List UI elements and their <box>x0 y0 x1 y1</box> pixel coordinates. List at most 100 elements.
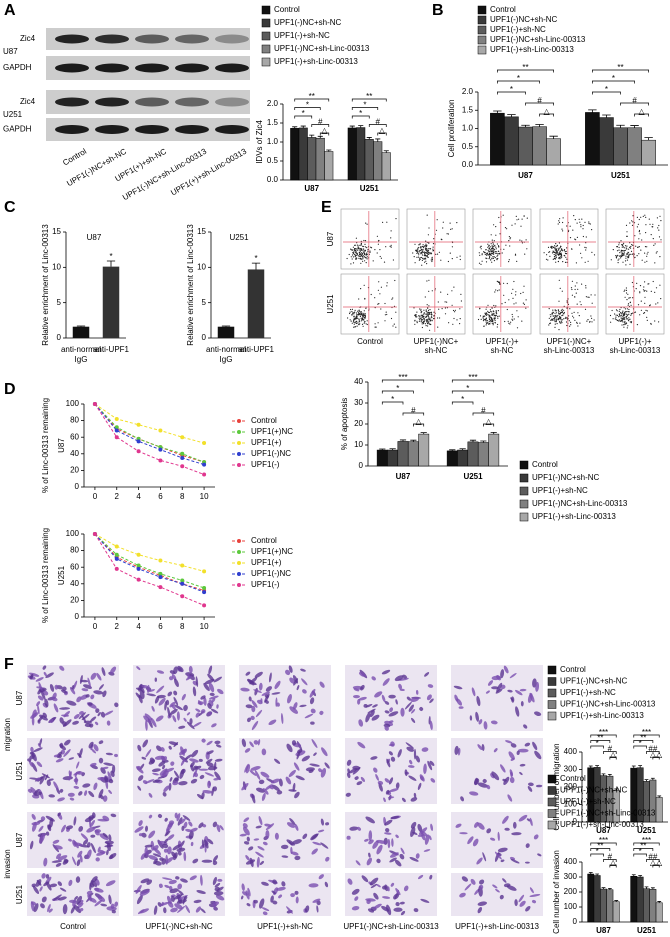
flow-dot <box>387 282 388 283</box>
flow-dot <box>628 309 629 310</box>
flow-dot <box>638 253 639 254</box>
significance-label: *** <box>468 373 477 382</box>
bar <box>478 442 488 466</box>
flow-dot <box>426 263 427 264</box>
legend-label: UPF1(-)NC+sh-NC <box>560 677 628 686</box>
flow-dot <box>493 254 494 255</box>
legend-marker <box>237 572 241 576</box>
flow-dot <box>614 313 615 314</box>
flow-dot <box>489 321 490 322</box>
flow-dot <box>517 327 518 328</box>
legend-label: Control <box>560 774 586 783</box>
significance-label: △ <box>639 107 646 116</box>
point <box>180 464 184 468</box>
x-tick-label: 4 <box>136 622 141 631</box>
flow-dot <box>509 245 510 246</box>
flow-dot <box>489 251 490 252</box>
flow-dot <box>572 281 573 282</box>
flow-dot <box>644 281 645 282</box>
flow-dot <box>486 323 487 324</box>
error-bar <box>375 139 380 142</box>
flow-dot <box>362 258 363 259</box>
flow-dot <box>583 225 584 226</box>
flow-dot <box>414 244 415 245</box>
flow-dot <box>419 260 420 261</box>
flow-dot <box>619 309 620 310</box>
flow-dot <box>428 312 429 313</box>
flow-dot <box>577 304 578 305</box>
flow-dot <box>495 322 496 323</box>
error-bar <box>107 261 115 267</box>
flow-dot <box>575 219 576 220</box>
flow-dot <box>561 257 562 258</box>
flow-dot <box>426 255 427 256</box>
flow-dot <box>638 247 639 248</box>
point <box>180 564 184 568</box>
cell <box>202 860 213 863</box>
flow-dot <box>550 316 551 317</box>
flow-dot <box>556 246 557 247</box>
bar <box>533 127 547 165</box>
bar <box>547 139 561 165</box>
flow-dot <box>365 313 366 314</box>
flow-dot <box>554 245 555 246</box>
flow-dot <box>428 318 429 319</box>
y-tick-label: 0 <box>57 333 62 342</box>
significance-label: # <box>537 96 542 105</box>
y-tick-label: 15 <box>52 227 61 236</box>
flow-dot <box>448 233 449 234</box>
flow-dot <box>347 258 348 259</box>
flow-dot <box>644 297 645 298</box>
point <box>137 423 141 427</box>
flow-dot <box>495 257 496 258</box>
y-tick-label: 20 <box>70 596 79 605</box>
flow-dot <box>385 314 386 315</box>
significance-label: △ <box>485 417 492 426</box>
flow-dot <box>486 261 487 262</box>
flow-dot <box>634 257 635 258</box>
flow-dot <box>658 225 659 226</box>
significance-label: * <box>359 109 362 118</box>
flow-dot <box>570 237 571 238</box>
flow-dot <box>427 325 428 326</box>
flow-dot <box>566 247 567 248</box>
flow-dot <box>571 289 572 290</box>
flow-dot <box>362 261 363 262</box>
flow-dot <box>422 246 423 247</box>
bar <box>419 434 429 466</box>
category-label: U251 <box>637 926 657 935</box>
flow-dot <box>492 246 493 247</box>
flow-dot <box>416 253 417 254</box>
flow-dot <box>546 259 547 260</box>
y-tick-label: 0 <box>75 482 80 491</box>
point <box>137 439 141 443</box>
point <box>180 594 184 598</box>
flow-dot <box>620 257 621 258</box>
flow-dot <box>433 247 434 248</box>
point <box>93 532 97 536</box>
flow-dot <box>424 320 425 321</box>
blot-band <box>95 64 129 73</box>
flow-dot <box>424 262 425 263</box>
flow-dot <box>561 250 562 251</box>
legend-label: UPF1(-)NC+sh-Linc-00313 <box>490 35 586 44</box>
flow-dot <box>515 223 516 224</box>
flow-dot <box>498 246 499 247</box>
y-tick-label: 100 <box>66 399 80 408</box>
flow-dot <box>644 303 645 304</box>
cell-line-label: U87 <box>57 438 66 453</box>
line <box>95 534 204 571</box>
assay-label: migration <box>3 718 12 751</box>
flow-dot <box>379 293 380 294</box>
bar <box>613 902 619 922</box>
flow-dot <box>655 303 656 304</box>
row-label: U251 <box>326 294 335 314</box>
flow-dot <box>377 236 378 237</box>
flow-dot <box>417 322 418 323</box>
lane-label: UPF1(+)+sh-Linc-00313 <box>169 146 248 197</box>
flow-dot <box>560 246 561 247</box>
flow-dot <box>630 297 631 298</box>
flow-dot <box>353 316 354 317</box>
line <box>95 404 204 462</box>
flow-dot <box>626 314 627 315</box>
